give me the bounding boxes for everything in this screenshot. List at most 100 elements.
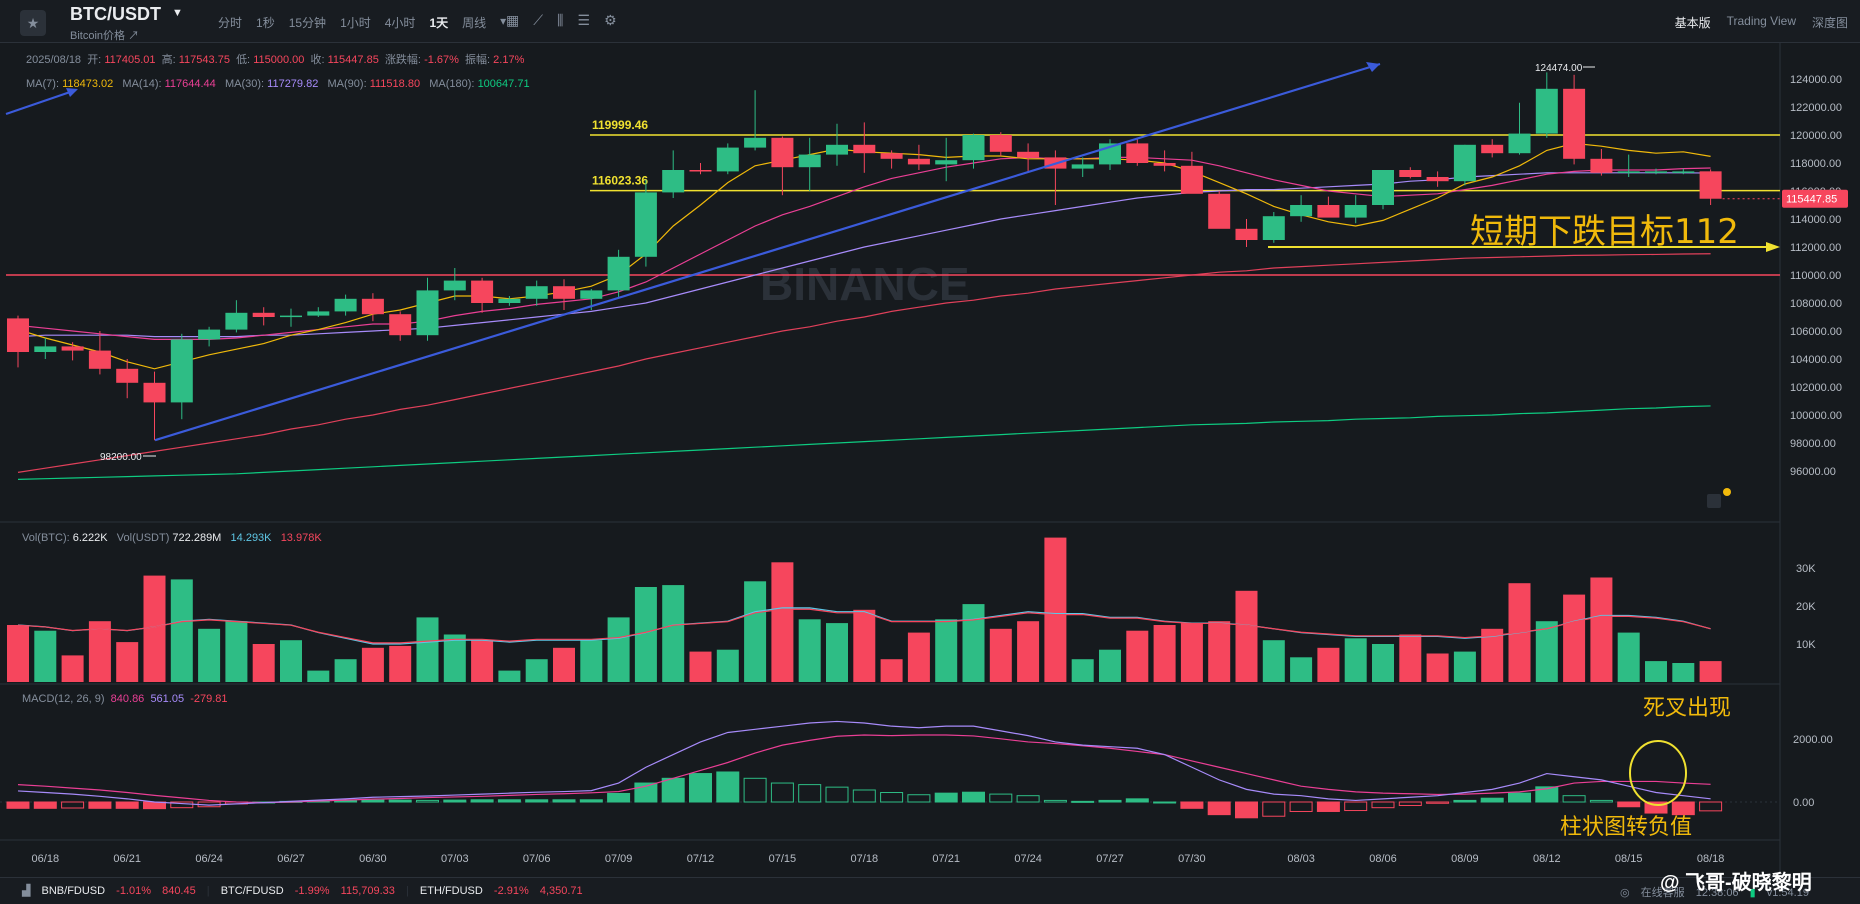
candle-body — [1672, 171, 1695, 173]
macd-dea-value: 561.05 — [150, 693, 185, 705]
candle-body — [334, 298, 357, 312]
volume-bar — [1153, 625, 1176, 682]
macd-histogram-bar — [1398, 801, 1422, 806]
ma30-value: 117279.82 — [267, 78, 319, 90]
vol-usdt-value: 722.289M — [172, 532, 222, 544]
macd-label: MACD(12, 26, 9) — [22, 693, 105, 705]
ma14-line — [17, 156, 1711, 340]
time-axis-label: 07/21 — [932, 853, 960, 865]
pair-title[interactable]: BTC/USDT — [70, 4, 161, 24]
volume-bar — [61, 655, 84, 682]
macd-histogram-bar — [361, 799, 385, 803]
top-toolbar: ★ BTC/USDT ▼ Bitcoin价格 ↗ 分时 1秒 15分钟 1小时 … — [0, 0, 1860, 43]
candle-type-icon[interactable]: ⫼ — [557, 12, 564, 28]
candle-body — [907, 158, 930, 165]
macd-histogram-bar — [416, 799, 439, 803]
interval-tab[interactable]: 1小时 — [340, 16, 371, 30]
interval-tab[interactable]: 15分钟 — [288, 16, 327, 30]
view-tab-tradingview[interactable]: Trading View — [1726, 14, 1796, 28]
interval-tabs: 分时 1秒 15分钟 1小时 4小时 1天 周线 ▾ — [218, 14, 506, 31]
macd-histogram-bar — [1617, 801, 1641, 808]
notification-dot-icon — [1723, 488, 1731, 496]
volume-bar — [989, 628, 1012, 682]
version-label: v1.54.19 — [1766, 887, 1809, 899]
indicator-icon[interactable]: ▦ — [506, 12, 520, 28]
vol-btc-label: Vol(BTC): — [22, 532, 70, 544]
ticker-name[interactable]: BTC/FDUSD — [220, 885, 284, 897]
macd-histogram-bar — [6, 801, 30, 809]
ticker-name[interactable]: BNB/FDUSD — [41, 885, 106, 897]
volume-bar — [935, 619, 958, 682]
amp-value: 2.17% — [493, 54, 525, 66]
price-axis-label: 96000.00 — [1790, 466, 1836, 478]
volume-bar — [962, 604, 985, 682]
candle-body — [143, 382, 166, 403]
volume-bar — [198, 628, 221, 682]
volume-ma-line-2 — [17, 608, 1711, 644]
price-axis-label: 114000.00 — [1790, 214, 1841, 226]
candle-body — [771, 137, 794, 168]
volume-bar — [1208, 621, 1231, 682]
candle-body — [634, 192, 657, 257]
online-service-icon[interactable]: ◎ — [1620, 887, 1630, 899]
ticker-name[interactable]: ETH/FDUSD — [419, 885, 483, 897]
settings-gear-icon[interactable]: ⚙ — [604, 12, 617, 28]
time-axis-label: 07/09 — [605, 853, 633, 865]
view-tab-basic[interactable]: 基本版 — [1674, 16, 1711, 30]
view-tab-depth[interactable]: 深度图 — [1811, 16, 1848, 30]
macd-dif-line — [17, 720, 1711, 806]
time-axis-label: 07/15 — [769, 853, 797, 865]
interval-tab-active[interactable]: 1天 — [429, 16, 449, 30]
status-area: ◎ 在线客服 12:38:06 ▮ v1.54.19 — [1620, 884, 1817, 900]
favorite-star-icon[interactable]: ★ — [20, 10, 46, 36]
trend-line — [154, 62, 1381, 442]
interval-tab[interactable]: 周线 — [462, 16, 487, 30]
macd-histogram-bar — [170, 801, 194, 809]
macd-axis-label: 0.00 — [1793, 797, 1814, 809]
interval-tab[interactable]: 4小时 — [384, 16, 416, 30]
high-marker-label: 124474.00 — [1535, 63, 1583, 74]
online-service-link[interactable]: 在线客服 — [1640, 887, 1685, 899]
time-axis-label: 08/12 — [1533, 853, 1561, 865]
vol-btc-value: 6.222K — [72, 532, 108, 544]
time-axis-label: 07/18 — [851, 853, 879, 865]
volume-bar — [88, 621, 111, 682]
volume-axis-label: 30K — [1796, 563, 1816, 575]
price-axis-label: 112000.00 — [1790, 242, 1841, 254]
time-axis-label: 07/12 — [687, 853, 715, 865]
macd-histogram-bar — [1699, 801, 1723, 812]
candle-body — [1699, 171, 1722, 199]
pair-dropdown-caret-icon[interactable]: ▼ — [172, 7, 183, 19]
ma30-label: MA(30): — [224, 78, 265, 90]
trend-line-left — [5, 88, 77, 116]
candle-body — [1535, 88, 1558, 134]
candle-body — [553, 286, 575, 299]
volume-bar — [1453, 651, 1476, 682]
volume-bar — [1535, 621, 1558, 682]
target-arrow-head — [1766, 242, 1780, 252]
interval-tab[interactable]: 1秒 — [256, 16, 275, 30]
template-icon[interactable]: ☰ — [577, 12, 591, 28]
candle-body — [1426, 177, 1449, 182]
volume-bar — [389, 645, 412, 682]
level-label: 116023.36 — [592, 174, 648, 188]
price-axis-label: 106000.00 — [1790, 326, 1842, 338]
time-axis-label: 08/06 — [1369, 853, 1397, 865]
pair-subtitle[interactable]: Bitcoin价格 ↗ — [70, 30, 140, 42]
candle-body — [361, 298, 384, 315]
macd-histogram-bar — [1071, 800, 1095, 803]
more-intervals-icon[interactable]: ▾ — [500, 14, 507, 28]
macd-histogram-bar — [962, 791, 985, 803]
candle-body — [716, 147, 739, 172]
trend-arrow-head-left — [66, 88, 78, 97]
macd-histogram-bar — [61, 801, 85, 809]
macd-histogram-bar — [798, 784, 822, 803]
drawing-icon[interactable]: ⟋ — [533, 12, 544, 28]
macd-histogram-bar — [1316, 801, 1340, 812]
interval-tab[interactable]: 分时 — [218, 16, 243, 30]
open-value: 117405.01 — [104, 54, 156, 66]
macd-histogram-bar — [1453, 799, 1477, 803]
ma14-value: 117644.44 — [164, 78, 216, 90]
level-label: 119999.46 — [592, 118, 648, 132]
